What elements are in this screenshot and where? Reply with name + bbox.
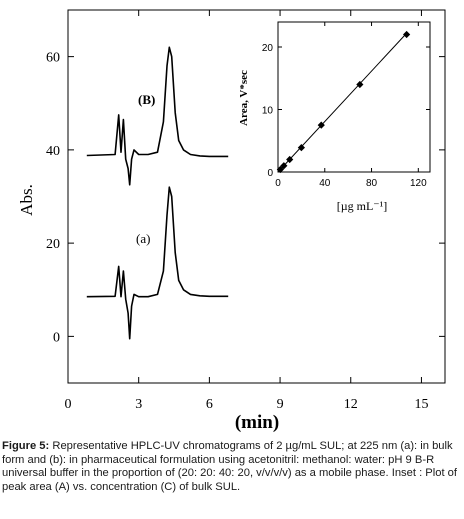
inset-plot-frame	[277, 21, 431, 173]
main-plot-frame	[67, 9, 446, 384]
inset-data-point	[276, 165, 284, 174]
inset-y-tick-label: 10	[262, 106, 274, 117]
inset-x-axis-label: [µg mL⁻¹]	[337, 199, 388, 213]
inset-y-axis-label: Area, V*sec	[238, 70, 250, 126]
inset-data-point	[286, 155, 294, 164]
main-x-tick-label: 9	[277, 397, 284, 412]
inset-data-point	[317, 121, 325, 129]
inset-data-point	[356, 80, 364, 89]
inset-y-ticks: 0 10 20	[262, 43, 430, 179]
figure-caption: Figure 5: Representative HPLC-UV chromat…	[2, 440, 462, 494]
inset-data-point	[297, 144, 305, 152]
figure-svg: 0 3 6 9 12 15 0 20 40 60 Abs. (min) (B) (a) 0 40 8…	[17, 9, 446, 433]
main-y-ticks: 0 20 40 60	[46, 51, 445, 345]
main-x-tick-label: 12	[344, 397, 358, 412]
inset-x-tick-label: 120	[410, 178, 427, 189]
chromatogram-line-a	[86, 186, 229, 340]
inset-x-tick-label: 80	[366, 178, 378, 189]
inset-series-group	[276, 30, 411, 174]
main-x-tick-label: 6	[206, 397, 213, 412]
main-y-tick-label: 0	[53, 330, 60, 345]
main-x-tick-label: 0	[65, 397, 72, 412]
main-x-ticks: 0 3 6 9 12 15	[65, 10, 428, 412]
main-series-group	[86, 46, 229, 340]
chromatogram-line-b	[86, 46, 229, 186]
caption-label: Figure 5:	[2, 440, 50, 452]
main-y-tick-label: 60	[46, 51, 60, 66]
inset-data-point	[403, 30, 411, 39]
annotation-b: (B)	[138, 92, 155, 107]
inset-data-point	[280, 162, 288, 170]
inset-x-tick-label: 0	[275, 178, 281, 189]
inset-y-tick-label: 20	[262, 43, 274, 54]
main-y-tick-label: 40	[46, 144, 60, 159]
annotation-a: (a)	[136, 231, 150, 246]
inset-x-ticks: 0 40 80 120	[275, 22, 427, 189]
main-y-tick-label: 20	[46, 237, 60, 252]
caption-text: Representative HPLC-UV chromatograms of …	[2, 440, 458, 493]
main-x-axis-label: (min)	[235, 412, 279, 433]
inset-y-tick-label: 0	[267, 168, 273, 179]
inset-x-tick-label: 40	[319, 178, 331, 189]
main-y-axis-label: Abs.	[17, 184, 36, 216]
inset-fit-line	[277, 32, 407, 173]
main-x-tick-label: 15	[414, 397, 428, 412]
main-x-tick-label: 3	[135, 397, 142, 412]
